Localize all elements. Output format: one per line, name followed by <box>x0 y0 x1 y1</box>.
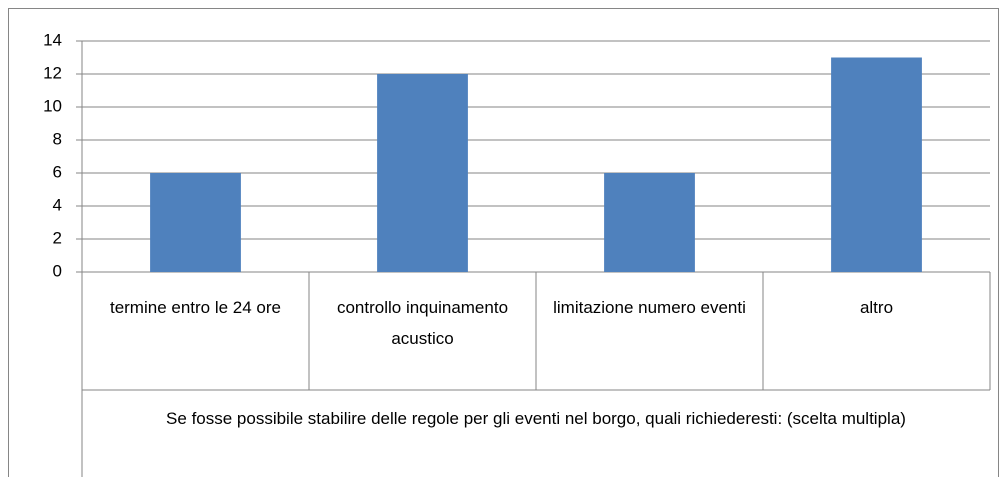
y-tick-label: 12 <box>43 63 62 82</box>
y-tick-label: 0 <box>53 261 62 280</box>
x-tick-label: termine entro le 24 ore <box>109 298 282 317</box>
bar <box>831 57 922 272</box>
y-tick-label: 8 <box>53 129 62 148</box>
y-tick-label: 10 <box>43 96 62 115</box>
bar <box>377 74 468 272</box>
y-tick-label: 2 <box>53 228 62 247</box>
x-axis-title: Se fosse possibile stabilire delle regol… <box>166 409 906 428</box>
y-tick-label: 4 <box>53 195 62 214</box>
bar <box>150 173 241 272</box>
chart-border <box>8 8 999 477</box>
x-tick-label: altro <box>859 298 894 317</box>
y-tick-label: 6 <box>53 162 62 181</box>
x-tick-label: limitazione numero eventi <box>553 298 746 317</box>
x-tick-label: controllo inquinamento acustico <box>336 298 509 348</box>
y-tick-label: 14 <box>43 30 62 49</box>
bar <box>604 173 695 272</box>
